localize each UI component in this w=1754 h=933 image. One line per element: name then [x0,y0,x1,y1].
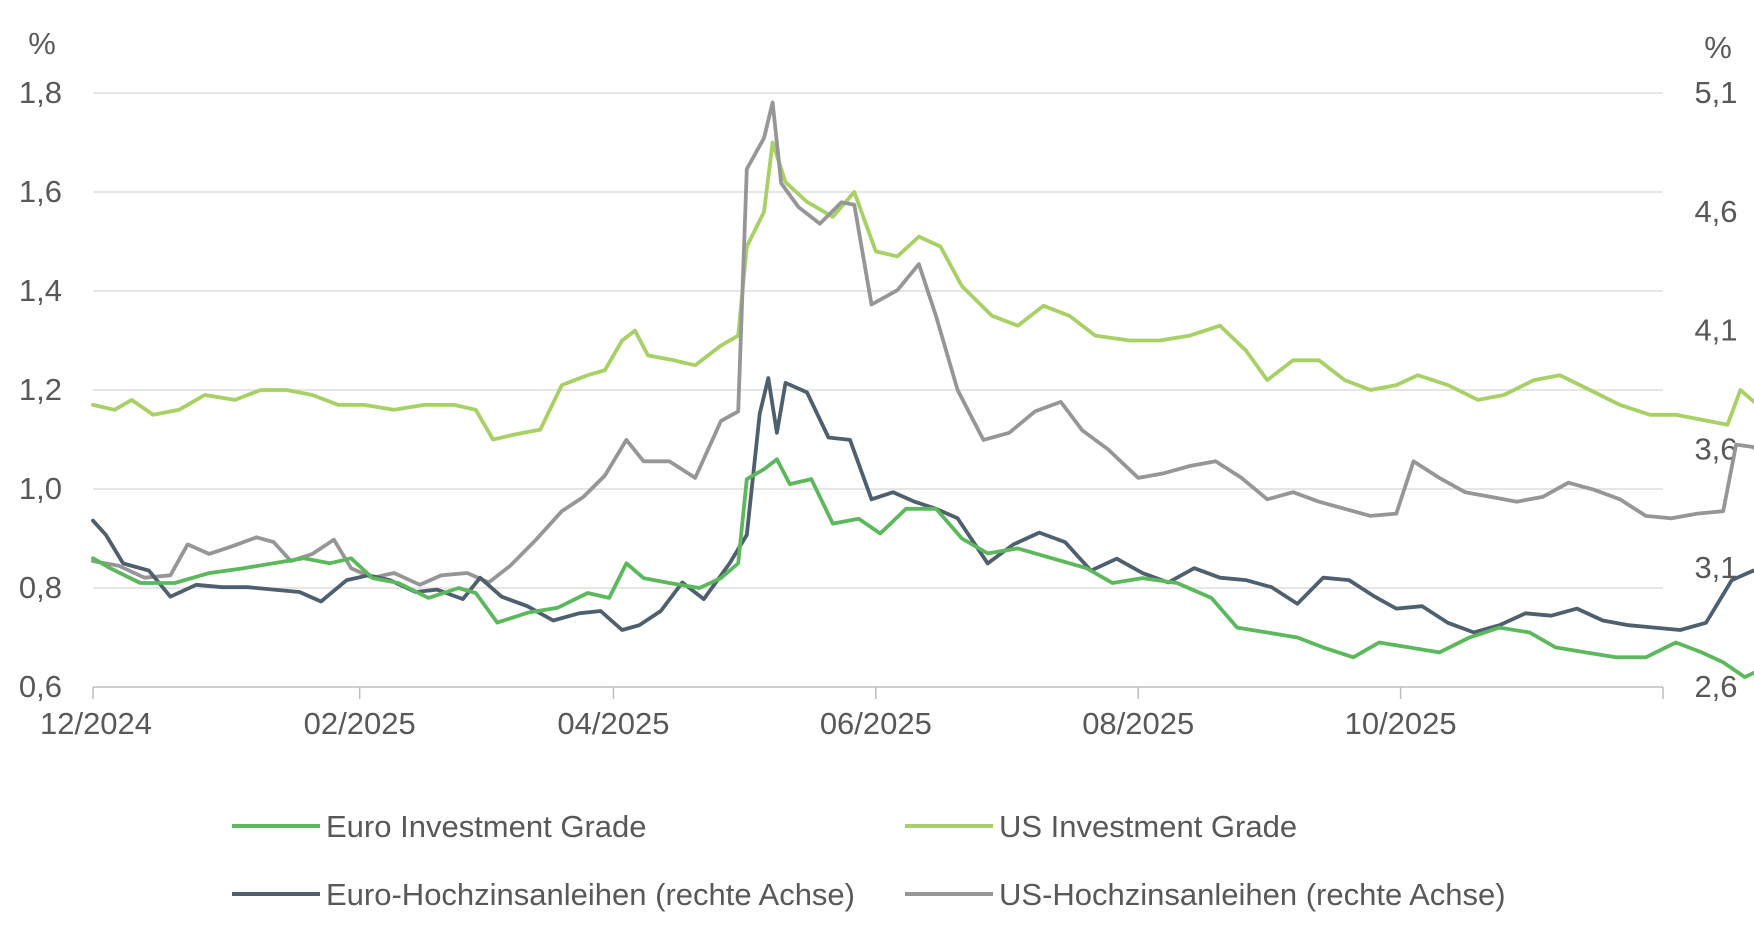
legend-label-us-investment-grade: US Investment Grade [999,809,1297,844]
right-tick-label: 4,6 [1694,194,1737,229]
series-line-euro-hochzinsanleihen-rechte-achse [91,376,1754,635]
left-tick-label: 1,0 [19,471,62,506]
grid-lines [93,92,1663,589]
series-line-us-hochzinsanleihen-rechte-achse [91,100,1754,587]
left-tick-label: 1,2 [19,372,62,407]
left-tick-label: 0,8 [19,570,62,605]
right-tick-label: 3,6 [1694,431,1737,466]
x-tick-label: 10/2025 [1345,706,1457,741]
legend-label-euro-hochzinsanleihen: Euro-Hochzinsanleihen (rechte Achse) [326,877,855,912]
right-tick-label: 5,1 [1694,75,1737,110]
left-axis-unit: % [28,26,56,61]
left-tick-label: 1,8 [19,75,62,110]
right-axis-unit: % [1704,30,1732,65]
x-axis: 12/2024 02/2025 04/2025 06/2025 08/2025 10/20… [40,686,1664,741]
left-axis: 0,6 0,8 1,0 1,2 1,4 1,6 1,8 [19,75,62,704]
x-tick-label: 08/2025 [1082,706,1194,741]
left-tick-label: 1,6 [19,174,62,209]
x-tick-label: 02/2025 [304,706,416,741]
right-tick-label: 2,6 [1694,669,1737,704]
right-tick-label: 4,1 [1694,313,1737,348]
legend-label-us-hochzinsanleihen: US-Hochzinsanleihen (rechte Achse) [999,877,1506,912]
left-tick-label: 1,4 [19,273,62,308]
plot-area [91,100,1754,679]
x-tick-label: 06/2025 [820,706,932,741]
series-line-us-investment-grade [91,140,1754,442]
legend: Euro Investment Grade US Investment Grad… [232,809,1506,912]
series-line-euro-investment-grade [91,457,1754,679]
right-axis: 2,63,13,64,14,65,1 [1694,75,1737,704]
left-tick-label: 0,6 [19,669,62,704]
x-tick-label: 04/2025 [557,706,669,741]
x-tick-label: 12/2024 [40,706,152,741]
legend-label-euro-investment-grade: Euro Investment Grade [326,809,647,844]
